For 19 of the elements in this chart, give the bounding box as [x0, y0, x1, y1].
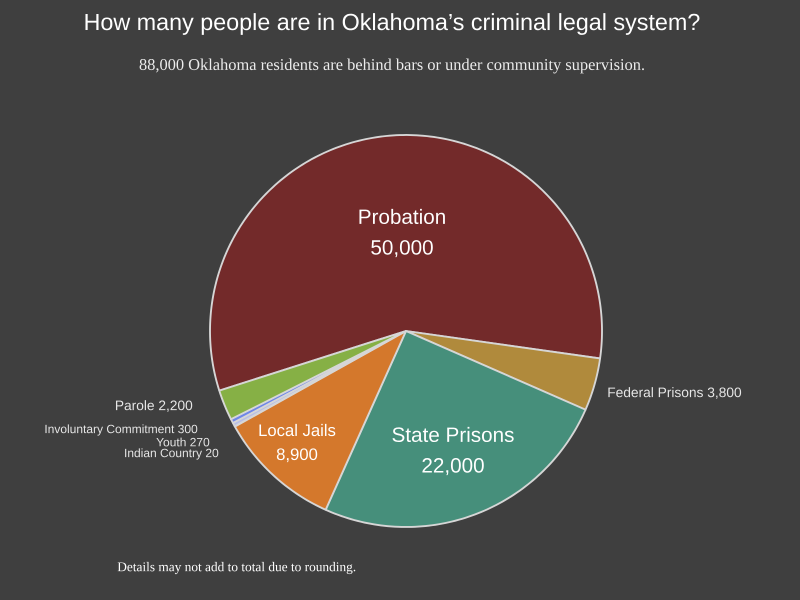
data-label: 3,800 [708, 387, 742, 399]
data-label: 8,900 [276, 448, 318, 462]
slice-label: Indian Country [125, 448, 202, 460]
data-label: 50,000 [371, 240, 433, 258]
data-label: 2,200 [159, 400, 192, 412]
data-label: 22,000 [422, 458, 484, 476]
slice-label: Parole [116, 400, 154, 410]
slice-label: State Prisons [392, 426, 514, 442]
slice-label: Probation [359, 208, 445, 224]
data-label: 300 [178, 424, 198, 434]
data-label: 20 [206, 448, 218, 458]
slice-label: Local Jails [259, 424, 336, 436]
slice-label: Involuntary Commitment [45, 424, 174, 436]
data-label: 270 [190, 438, 210, 446]
slice-label: Federal Prisons [608, 387, 703, 398]
chart-title: How many people are in Oklahoma’s criminal legal system? [85, 13, 700, 35]
chart-subtitle: 88,000 Oklahoma residents are behind bars or under community supervision. [140, 58, 644, 74]
slice-label: Youth [156, 438, 186, 446]
text: Details may not add to total due to rounding. [118, 562, 356, 574]
